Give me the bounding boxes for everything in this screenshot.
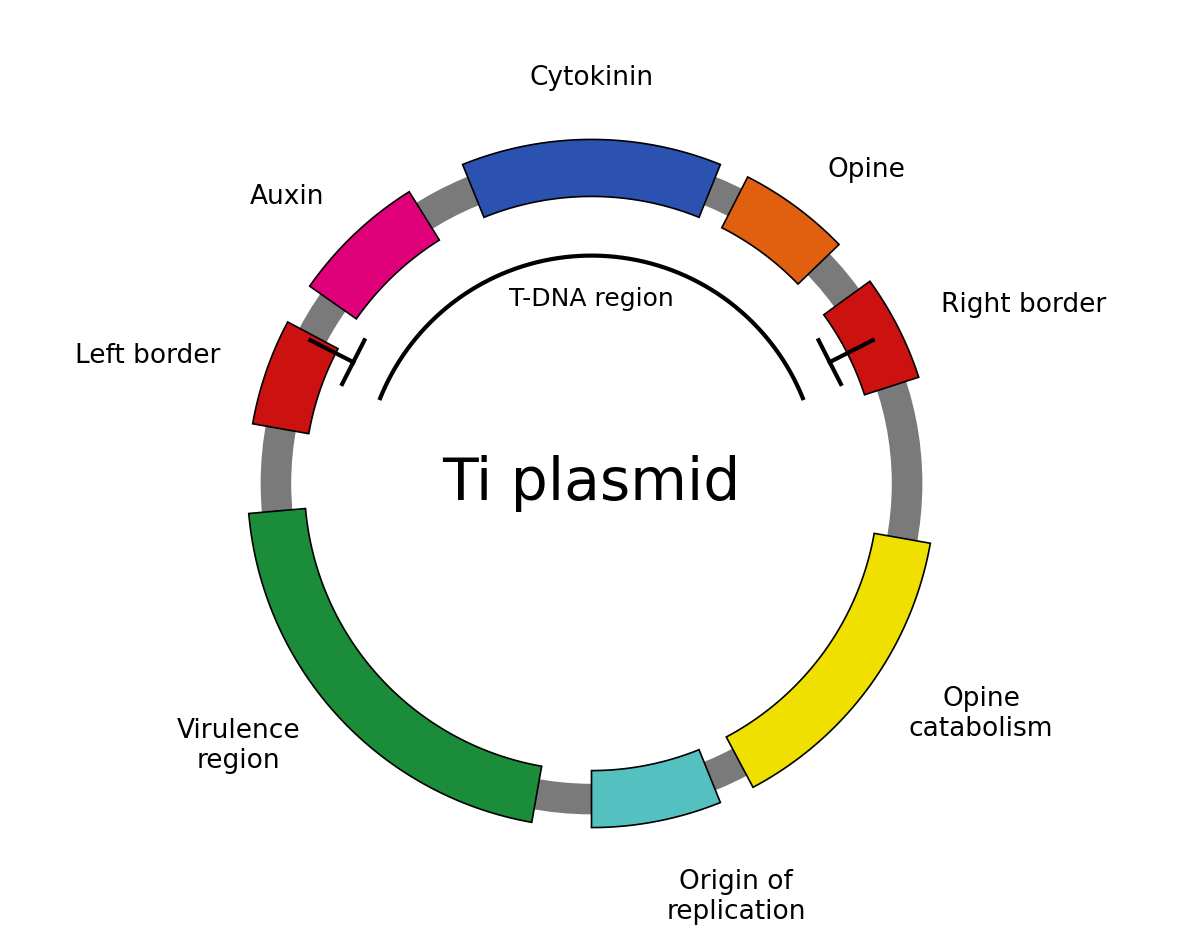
Polygon shape	[592, 750, 720, 828]
Polygon shape	[722, 177, 839, 284]
Text: Opine
catabolism: Opine catabolism	[909, 686, 1053, 742]
Polygon shape	[310, 192, 439, 318]
Text: T-DNA region: T-DNA region	[509, 287, 674, 312]
Text: Opine: Opine	[828, 157, 905, 184]
Text: Right border: Right border	[940, 292, 1106, 318]
Text: Origin of
replication: Origin of replication	[666, 869, 806, 924]
Text: Ti plasmid: Ti plasmid	[442, 455, 741, 512]
Polygon shape	[248, 509, 542, 822]
Polygon shape	[463, 139, 720, 218]
Text: Auxin: Auxin	[250, 184, 324, 210]
Text: Cytokinin: Cytokinin	[530, 65, 653, 91]
Text: Virulence
region: Virulence region	[176, 718, 300, 774]
Polygon shape	[726, 533, 930, 788]
Text: Left border: Left border	[76, 343, 220, 369]
Polygon shape	[823, 282, 919, 395]
Polygon shape	[253, 322, 338, 433]
